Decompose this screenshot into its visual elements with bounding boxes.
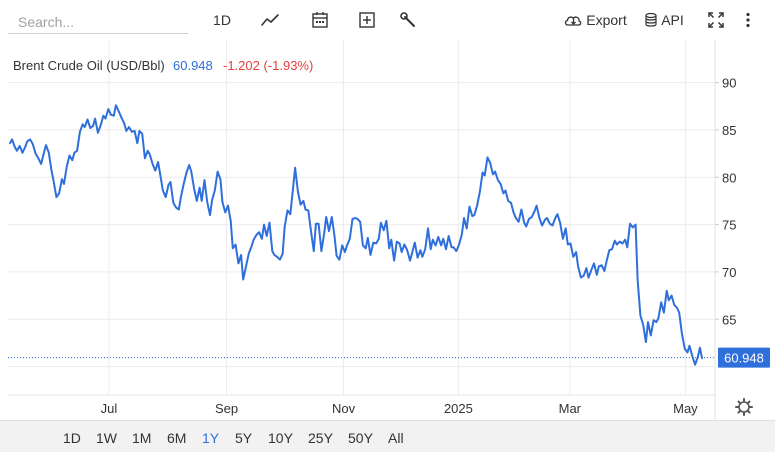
- y-tick-label: 65: [722, 312, 736, 327]
- range-button-all[interactable]: All: [388, 430, 404, 446]
- range-button-1w[interactable]: 1W: [96, 430, 117, 446]
- series-layer: [9, 104, 703, 366]
- legend-change: -1.202 (-1.93%): [223, 58, 313, 73]
- x-tick-label: Sep: [215, 401, 238, 416]
- vertical-dots-icon: [746, 12, 750, 28]
- chart-area[interactable]: Brent Crude Oil (USD/Bbl) 60.948 -1.202 …: [0, 40, 775, 420]
- range-button-6m[interactable]: 6M: [167, 430, 187, 446]
- chart-settings-button[interactable]: [735, 398, 753, 416]
- x-tick-label: 2025: [444, 401, 473, 416]
- more-menu-button[interactable]: [740, 8, 756, 32]
- api-button[interactable]: API: [643, 8, 685, 32]
- interval-label: 1D: [213, 12, 231, 28]
- range-button-25y[interactable]: 25Y: [308, 430, 333, 446]
- legend-series-name: Brent Crude Oil (USD/Bbl): [13, 58, 165, 73]
- price-series-line: [9, 104, 703, 366]
- range-button-1d[interactable]: 1D: [63, 430, 81, 446]
- range-button-5y[interactable]: 5Y: [235, 430, 253, 446]
- y-tick-label: 80: [722, 170, 736, 185]
- line-chart-icon: [261, 14, 279, 26]
- x-axis: Jul Sep Nov 2025 Mar May: [101, 401, 699, 416]
- legend-last-value: 60.948: [173, 58, 213, 73]
- export-label: Export: [586, 12, 627, 28]
- export-button[interactable]: Export: [562, 8, 628, 32]
- grid-lines: [8, 40, 716, 420]
- y-tick-label: 70: [722, 265, 736, 280]
- range-button-1y[interactable]: 1Y: [202, 430, 220, 446]
- interval-selector-button[interactable]: 1D: [208, 8, 236, 32]
- calendar-button[interactable]: [308, 8, 332, 32]
- y-tick-label: 85: [722, 123, 736, 138]
- wrench-icon: [400, 12, 415, 27]
- x-tick-label: May: [673, 401, 698, 416]
- fullscreen-icon: [708, 12, 724, 28]
- database-icon: [645, 12, 657, 27]
- y-axis: 90 85 80 75 70 65: [715, 76, 736, 327]
- y-tick-label: 75: [722, 218, 736, 233]
- range-button-1m[interactable]: 1M: [132, 430, 152, 446]
- api-label: API: [661, 12, 684, 28]
- cloud-download-icon: [565, 16, 582, 26]
- toolbar: 1D: [0, 0, 775, 40]
- chart-type-button[interactable]: [258, 8, 282, 32]
- price-chart: Brent Crude Oil (USD/Bbl) 60.948 -1.202 …: [8, 40, 770, 420]
- last-price-badge: 60.948: [718, 347, 770, 368]
- plus-square-icon: [359, 12, 375, 28]
- fullscreen-button[interactable]: [705, 8, 727, 32]
- range-selector-bar: 1D 1W 1M 6M 1Y 5Y 10Y 25Y 50Y All: [0, 420, 775, 452]
- x-tick-label: Mar: [559, 401, 582, 416]
- range-button-50y[interactable]: 50Y: [348, 430, 373, 446]
- search-input[interactable]: [8, 10, 188, 34]
- add-indicator-button[interactable]: [355, 8, 379, 32]
- range-button-10y[interactable]: 10Y: [268, 430, 293, 446]
- chart-legend: Brent Crude Oil (USD/Bbl) 60.948 -1.202 …: [13, 58, 313, 73]
- x-tick-label: Nov: [332, 401, 356, 416]
- x-tick-label: Jul: [101, 401, 118, 416]
- drawing-tools-button[interactable]: [396, 8, 420, 32]
- last-price-badge-text: 60.948: [724, 351, 764, 366]
- calendar-icon: [312, 12, 328, 28]
- y-tick-label: 90: [722, 76, 736, 91]
